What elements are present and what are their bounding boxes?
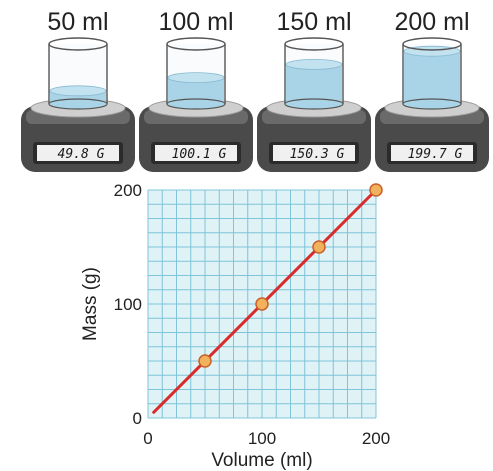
lcd-screen [155, 145, 237, 161]
beaker-scale-3: 150 ml 150.3 G [257, 8, 371, 172]
scale-reading: 150.3 G [290, 147, 345, 162]
lcd-screen [273, 145, 355, 161]
y-tick-label: 100 [114, 295, 142, 314]
water [404, 51, 460, 104]
data-point [198, 354, 212, 368]
lcd-screen [37, 145, 119, 161]
volume-label: 100 ml [158, 8, 233, 36]
beaker-walls [48, 44, 108, 104]
x-axis-label: Volume (ml) [211, 450, 312, 471]
beaker-base [402, 98, 462, 110]
water-surface [49, 85, 107, 97]
water [286, 64, 342, 104]
scale-reading: 49.8 G [58, 147, 105, 162]
y-axis-label: Mass (g) [80, 267, 101, 341]
beaker-scale-1: 50 ml 49.8 G [21, 8, 135, 172]
beaker-row: 50 ml 49.8 G 100 ml 100.1 G 150 ml 150.3 G 200… [21, 8, 489, 172]
beaker-base [284, 98, 344, 110]
beaker-walls [166, 44, 226, 104]
data-point [255, 297, 269, 311]
x-tick-label: 200 [362, 429, 390, 448]
beaker-scale-2: 100 ml 100.1 G [139, 8, 253, 172]
scale-reading: 199.7 G [408, 147, 463, 162]
beaker-rim [48, 37, 108, 51]
scale-reading: 100.1 G [172, 147, 227, 162]
grid [147, 189, 377, 419]
mass-volume-chart: 0 100 200 0 100 200 Volume (ml) Mass (g) [80, 181, 390, 471]
lcd-screen [391, 145, 473, 161]
beaker-rim [284, 37, 344, 51]
beaker-scale-4: 200 ml 199.7 G [375, 8, 489, 172]
x-tick-label: 100 [248, 429, 276, 448]
volume-label: 200 ml [394, 8, 469, 36]
water-surface [167, 72, 225, 83]
beaker-walls [402, 44, 462, 104]
volume-label: 150 ml [276, 8, 351, 36]
x-tick-label: 0 [143, 429, 152, 448]
beaker-walls [284, 44, 344, 104]
y-tick-label: 200 [114, 181, 142, 200]
water-surface [285, 59, 343, 70]
beaker-base [48, 98, 108, 110]
water-surface [403, 45, 461, 57]
data-point [369, 183, 383, 197]
data-point [312, 240, 326, 254]
volume-label: 50 ml [47, 8, 108, 36]
beaker-rim [402, 37, 462, 51]
beaker-base [166, 98, 226, 110]
beaker-rim [166, 37, 226, 51]
y-tick-label: 0 [133, 409, 142, 428]
